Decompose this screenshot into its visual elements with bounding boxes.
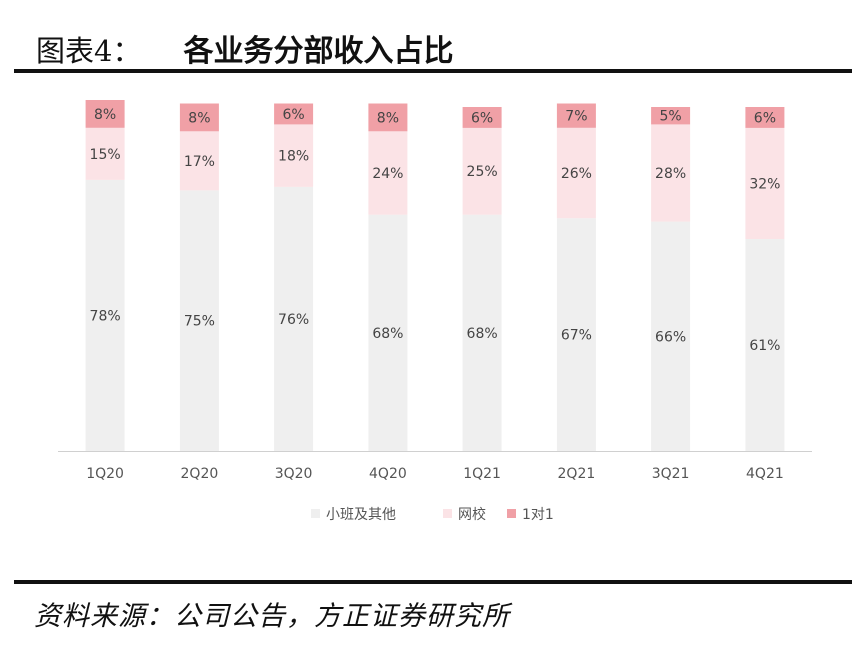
source-note: 资料来源：公司公告，方正证券研究所	[34, 601, 510, 632]
bar-segment-1Q20-1	[85, 127, 125, 180]
bar-segment-1Q20-0	[85, 179, 125, 451]
bar-segment-3Q21-0	[651, 221, 691, 451]
data-label: 6%	[471, 110, 493, 126]
x-tick-label: 2Q21	[558, 466, 596, 482]
x-tick-label: 2Q20	[181, 466, 219, 482]
data-label: 15%	[90, 147, 121, 163]
x-axis-ticks: 1Q20 2Q20 3Q20 4Q20 1Q21 2Q21 3Q21 4Q21	[86, 466, 784, 482]
x-tick-label: 1Q20	[86, 466, 124, 482]
figure-title: 图表4： 各业务分部收入占比	[36, 26, 453, 69]
legend-swatch	[507, 509, 516, 518]
data-label: 7%	[565, 109, 587, 125]
x-tick-label: 4Q20	[369, 466, 407, 482]
data-label: 76%	[278, 312, 309, 328]
data-label: 8%	[188, 110, 210, 126]
legend-label: 1对1	[522, 507, 554, 523]
data-label: 67%	[561, 328, 592, 344]
bar-segment-2Q21-1	[556, 127, 596, 219]
bar-segment-3Q21-1	[651, 124, 691, 222]
bars-layer: 78% 15% 8% 75% 17% 8% 76% 18% 6% 68% 24% 8% 68% 25% 6%…	[85, 100, 785, 451]
x-tick-label: 3Q20	[275, 466, 313, 482]
bar-segment-4Q21-2	[745, 107, 785, 128]
legend: 小班及其他 网校 1对1	[311, 506, 554, 523]
bar-segment-4Q20-0	[368, 214, 408, 451]
figure-number: 图表4：	[36, 34, 142, 68]
bar-segment-1Q21-1	[462, 127, 502, 215]
bar-segment-4Q20-1	[368, 131, 408, 215]
data-label: 24%	[372, 166, 403, 182]
data-label: 8%	[377, 110, 399, 126]
bar-segment-3Q20-0	[274, 186, 314, 451]
x-tick-label: 4Q21	[746, 466, 784, 482]
data-label: 68%	[467, 326, 498, 342]
legend-swatch	[311, 509, 320, 518]
data-label: 75%	[184, 314, 215, 330]
bar-segment-3Q20-2	[274, 103, 314, 125]
data-label: 78%	[90, 309, 121, 325]
bar-segment-3Q20-1	[274, 124, 314, 187]
top-divider	[14, 69, 852, 73]
data-label: 8%	[94, 107, 116, 123]
bar-segment-1Q20-2	[85, 100, 125, 128]
data-label: 66%	[655, 329, 686, 345]
data-label: 26%	[561, 166, 592, 182]
stacked-bar-chart: 78% 15% 8% 75% 17% 8% 76% 18% 6% 68% 24% 8% 68% 25% 6%…	[58, 100, 812, 523]
x-tick-label: 3Q21	[652, 466, 690, 482]
x-tick-label: 1Q21	[463, 466, 501, 482]
bar-segment-2Q21-0	[556, 218, 596, 451]
bar-segment-4Q21-1	[745, 127, 785, 239]
bar-segment-2Q21-2	[556, 103, 596, 128]
legend-label: 网校	[458, 506, 486, 523]
data-label: 17%	[184, 154, 215, 170]
data-label: 32%	[749, 176, 780, 192]
bar-segment-3Q21-2	[651, 107, 691, 125]
bar-segment-2Q20-1	[179, 131, 219, 191]
bar-segment-2Q20-0	[179, 190, 219, 451]
data-label: 5%	[659, 109, 681, 125]
bar-segment-2Q20-2	[179, 103, 219, 132]
data-label: 28%	[655, 166, 686, 182]
data-label: 68%	[372, 326, 403, 342]
data-label: 18%	[278, 149, 309, 165]
data-label: 61%	[749, 338, 780, 354]
bottom-divider	[14, 580, 852, 584]
bar-segment-1Q21-0	[462, 214, 502, 451]
bar-segment-4Q21-0	[745, 239, 785, 451]
bar-segment-1Q21-2	[462, 107, 502, 128]
figure-heading: 各业务分部收入占比	[183, 34, 454, 69]
bar-segment-4Q20-2	[368, 103, 408, 132]
data-label: 6%	[754, 110, 776, 126]
data-label: 6%	[282, 107, 304, 123]
data-label: 25%	[467, 164, 498, 180]
legend-label: 小班及其他	[326, 507, 396, 523]
legend-swatch	[443, 509, 452, 518]
